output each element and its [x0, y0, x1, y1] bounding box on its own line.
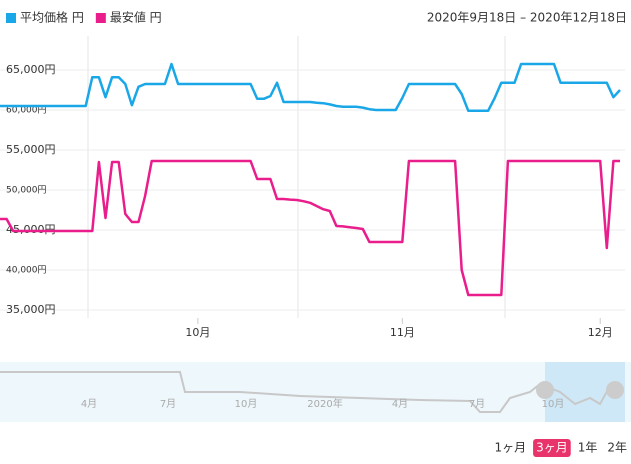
x-tick-label: 11月 — [390, 326, 415, 339]
navigator-label: 10月 — [235, 398, 258, 410]
y-tick-label: 40,000円 — [6, 265, 47, 276]
y-tick-label: 65,000円 — [6, 63, 56, 76]
y-tick-label: 35,000円 — [6, 303, 56, 316]
navigator-handle[interactable] — [536, 381, 554, 399]
navigator-label: 4月 — [392, 398, 408, 410]
navigator-line — [0, 371, 621, 413]
range-button-bg[interactable] — [533, 439, 571, 457]
navigator-label: 10月 — [542, 398, 565, 410]
range-button-label[interactable]: 1年 — [578, 441, 598, 455]
navigator-label: 7月 — [160, 398, 176, 410]
navigator-label: 2020年 — [307, 397, 342, 410]
legend-swatch[interactable] — [6, 13, 16, 23]
legend-label[interactable]: 平均価格 円 — [20, 10, 84, 25]
range-button[interactable]: 1ヶ月 — [494, 441, 526, 455]
y-tick-label: 60,000円 — [6, 105, 47, 116]
y-tick-label: 45,000円 — [6, 223, 56, 236]
range-button[interactable]: 1年 — [578, 441, 598, 455]
x-tick-label: 12月 — [588, 326, 613, 339]
date-range: 2020年9月18日 – 2020年12月18日 — [427, 11, 627, 25]
navigator-label: 7月 — [469, 398, 485, 410]
range-button[interactable]: 2年 — [607, 441, 627, 455]
x-tick-label: 10月 — [185, 326, 210, 339]
series-line — [0, 159, 620, 297]
legend-label[interactable]: 最安値 円 — [110, 10, 162, 25]
legend-swatch[interactable] — [95, 13, 106, 23]
range-button[interactable]: 3ヶ月 — [533, 439, 571, 457]
y-tick-label: 50,000円 — [6, 185, 47, 196]
series-line — [0, 62, 621, 113]
navigator-label: 4月 — [81, 398, 97, 410]
range-button-label[interactable]: 2年 — [607, 441, 627, 455]
range-button-label[interactable]: 3ヶ月 — [536, 441, 568, 455]
navigator-handle[interactable] — [606, 381, 624, 399]
range-button-label[interactable]: 1ヶ月 — [494, 441, 526, 455]
y-tick-label: 55,000円 — [6, 143, 56, 156]
